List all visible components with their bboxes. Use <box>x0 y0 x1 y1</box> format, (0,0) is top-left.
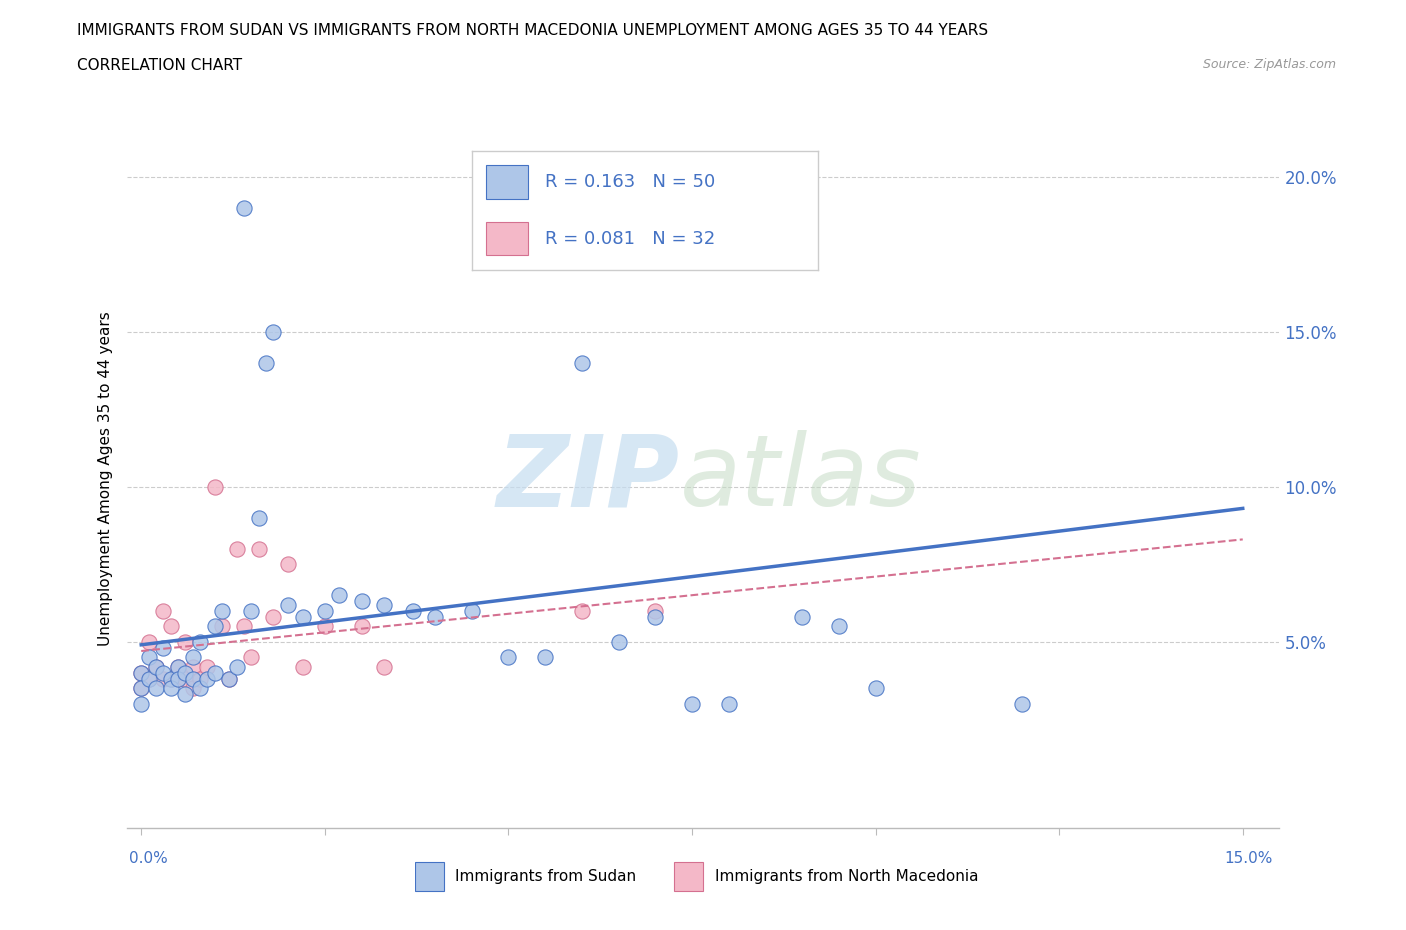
Point <box>247 541 270 556</box>
Point <box>571 604 593 618</box>
Point <box>291 659 314 674</box>
Text: IMMIGRANTS FROM SUDAN VS IMMIGRANTS FROM NORTH MACEDONIA UNEMPLOYMENT AMONG AGES: IMMIGRANTS FROM SUDAN VS IMMIGRANTS FROM… <box>77 23 988 38</box>
Point <box>174 634 197 649</box>
Point <box>225 541 247 556</box>
Point <box>159 681 181 696</box>
Point <box>498 650 520 665</box>
Point <box>174 665 197 680</box>
Point <box>167 671 190 686</box>
Point <box>225 659 247 674</box>
Point <box>152 671 174 686</box>
Point <box>211 618 233 633</box>
Point <box>129 681 152 696</box>
Point <box>159 618 181 633</box>
Y-axis label: Unemployment Among Ages 35 to 44 years: Unemployment Among Ages 35 to 44 years <box>97 312 112 646</box>
Point <box>129 697 152 711</box>
Point <box>195 659 218 674</box>
Point <box>195 671 218 686</box>
Point <box>254 355 277 370</box>
Point <box>262 325 284 339</box>
Point <box>262 609 284 624</box>
Text: 15.0%: 15.0% <box>1225 851 1272 866</box>
Text: CORRELATION CHART: CORRELATION CHART <box>77 58 242 73</box>
Point <box>167 659 190 674</box>
Point <box>159 671 181 686</box>
Point <box>233 200 256 215</box>
Point <box>240 650 263 665</box>
Point <box>571 355 593 370</box>
Point <box>145 659 167 674</box>
Point <box>1011 697 1033 711</box>
Text: Source: ZipAtlas.com: Source: ZipAtlas.com <box>1202 58 1336 71</box>
Point <box>152 641 174 656</box>
Point <box>350 618 373 633</box>
Point <box>204 479 226 494</box>
Point <box>152 665 174 680</box>
Point <box>681 697 703 711</box>
Point <box>865 681 887 696</box>
Point <box>233 618 256 633</box>
Point <box>211 604 233 618</box>
Point <box>373 597 395 612</box>
Point <box>188 681 211 696</box>
Point <box>129 665 152 680</box>
Point <box>181 650 204 665</box>
Point <box>328 588 350 603</box>
Point <box>129 665 152 680</box>
Point <box>204 665 226 680</box>
Point <box>138 671 160 686</box>
Point <box>534 650 557 665</box>
Point <box>174 687 197 702</box>
Point <box>159 671 181 686</box>
Point <box>240 604 263 618</box>
Point <box>138 671 160 686</box>
Point <box>607 634 630 649</box>
Point <box>174 671 197 686</box>
Point <box>138 650 160 665</box>
Point <box>277 557 299 572</box>
Text: atlas: atlas <box>681 431 921 527</box>
Point <box>717 697 740 711</box>
Text: ZIP: ZIP <box>496 431 681 527</box>
Point <box>204 618 226 633</box>
Point <box>828 618 851 633</box>
Point <box>167 671 190 686</box>
Point <box>188 671 211 686</box>
Point <box>145 681 167 696</box>
Point <box>792 609 814 624</box>
Point <box>277 597 299 612</box>
Text: 0.0%: 0.0% <box>129 851 169 866</box>
Point <box>188 634 211 649</box>
Point <box>247 511 270 525</box>
Point <box>460 604 482 618</box>
Point <box>138 634 160 649</box>
Point <box>644 604 666 618</box>
Point <box>373 659 395 674</box>
Point <box>145 659 167 674</box>
Point <box>423 609 446 624</box>
Point <box>350 594 373 609</box>
Point <box>218 671 240 686</box>
Point <box>314 618 336 633</box>
Point <box>152 604 174 618</box>
Point <box>291 609 314 624</box>
Point <box>181 659 204 674</box>
Point <box>167 659 190 674</box>
Point <box>402 604 425 618</box>
Point <box>181 681 204 696</box>
Point <box>644 609 666 624</box>
Point <box>314 604 336 618</box>
Point <box>218 671 240 686</box>
Point <box>181 671 204 686</box>
Point <box>129 681 152 696</box>
